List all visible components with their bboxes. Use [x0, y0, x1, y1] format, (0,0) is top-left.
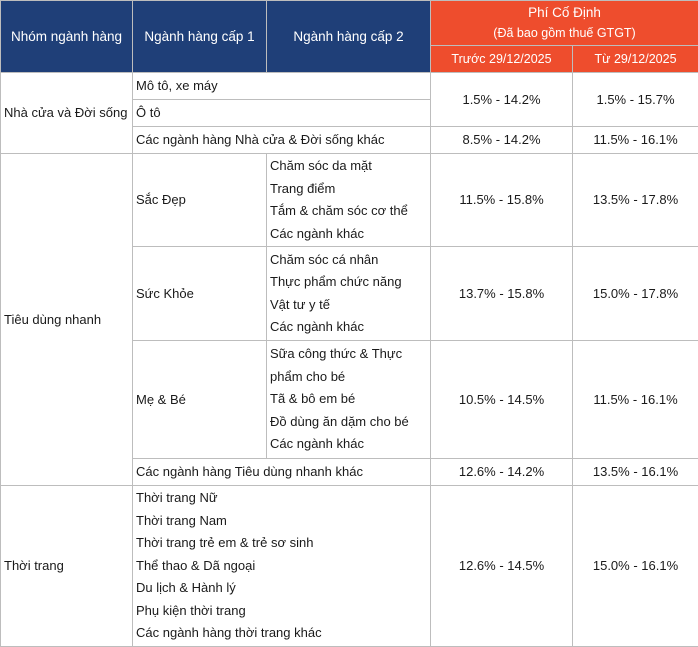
- list-item: Chăm sóc da mặt: [270, 155, 427, 178]
- fee-from: 13.5% - 17.8%: [573, 154, 698, 247]
- category-row: Các ngành hàng Nhà cửa & Đời sống khác: [133, 127, 431, 154]
- fee-from: 11.5% - 16.1%: [573, 127, 698, 154]
- list-item: Tắm & chăm sóc cơ thể: [270, 200, 427, 223]
- group-fashion: Thời trang: [1, 486, 133, 647]
- fee-before: 1.5% - 14.2%: [431, 73, 573, 127]
- subcategory-list: Chăm sóc da mặt Trang điểm Tắm & chăm só…: [267, 154, 431, 247]
- header-fee-title: Phí Cố Định: [434, 3, 695, 23]
- category-baby: Mẹ & Bé: [133, 341, 267, 459]
- fee-before: 8.5% - 14.2%: [431, 127, 573, 154]
- list-item: Du lịch & Hành lý: [136, 577, 427, 600]
- fee-before: 12.6% - 14.5%: [431, 486, 573, 647]
- list-item: Thể thao & Dã ngoại: [136, 555, 427, 578]
- category-beauty: Sắc Đẹp: [133, 154, 267, 247]
- list-item: Tã & bô em bé: [270, 388, 427, 411]
- header-level1: Ngành hàng cấp 1: [133, 1, 267, 73]
- header-fee-note: (Đã bao gồm thuế GTGT): [434, 23, 695, 43]
- list-item: phẩm cho bé: [270, 366, 427, 389]
- subcategory-list: Sữa công thức & Thực phẩm cho bé Tã & bô…: [267, 341, 431, 459]
- fee-from: 11.5% - 16.1%: [573, 341, 698, 459]
- header-before: Trước 29/12/2025: [431, 46, 573, 73]
- fee-before: 10.5% - 14.5%: [431, 341, 573, 459]
- header-level2: Ngành hàng cấp 2: [267, 1, 431, 73]
- list-item: Các ngành hàng thời trang khác: [136, 622, 427, 645]
- list-item: Sữa công thức & Thực: [270, 343, 427, 366]
- list-item: Các ngành khác: [270, 316, 427, 339]
- category-row: Ô tô: [133, 100, 431, 127]
- list-item: Thời trang Nữ: [136, 487, 427, 510]
- header-fee: Phí Cố Định (Đã bao gồm thuế GTGT): [431, 1, 698, 46]
- list-item: Chăm sóc cá nhân: [270, 249, 427, 272]
- category-row: Mô tô, xe máy: [133, 73, 431, 100]
- category-health: Sức Khỏe: [133, 247, 267, 341]
- fee-from: 15.0% - 16.1%: [573, 486, 698, 647]
- category-row: Các ngành hàng Tiêu dùng nhanh khác: [133, 459, 431, 486]
- header-from: Từ 29/12/2025: [573, 46, 698, 73]
- header-group: Nhóm ngành hàng: [1, 1, 133, 73]
- group-home: Nhà cửa và Đời sống: [1, 73, 133, 154]
- fee-from: 13.5% - 16.1%: [573, 459, 698, 486]
- list-item: Phụ kiện thời trang: [136, 600, 427, 623]
- list-item: Đồ dùng ăn dặm cho bé: [270, 411, 427, 434]
- list-item: Trang điểm: [270, 178, 427, 201]
- list-item: Vật tư y tế: [270, 294, 427, 317]
- list-item: Thời trang Nam: [136, 510, 427, 533]
- fee-before: 13.7% - 15.8%: [431, 247, 573, 341]
- list-item: Các ngành khác: [270, 433, 427, 456]
- list-item: Thời trang trẻ em & trẻ sơ sinh: [136, 532, 427, 555]
- fee-before: 11.5% - 15.8%: [431, 154, 573, 247]
- subcategory-list: Chăm sóc cá nhân Thực phẩm chức năng Vật…: [267, 247, 431, 341]
- fee-before: 12.6% - 14.2%: [431, 459, 573, 486]
- list-item: Các ngành khác: [270, 223, 427, 246]
- list-item: Thực phẩm chức năng: [270, 271, 427, 294]
- group-fmcg: Tiêu dùng nhanh: [1, 154, 133, 486]
- fee-from: 1.5% - 15.7%: [573, 73, 698, 127]
- subcategory-list: Thời trang Nữ Thời trang Nam Thời trang …: [133, 486, 431, 647]
- fee-from: 15.0% - 17.8%: [573, 247, 698, 341]
